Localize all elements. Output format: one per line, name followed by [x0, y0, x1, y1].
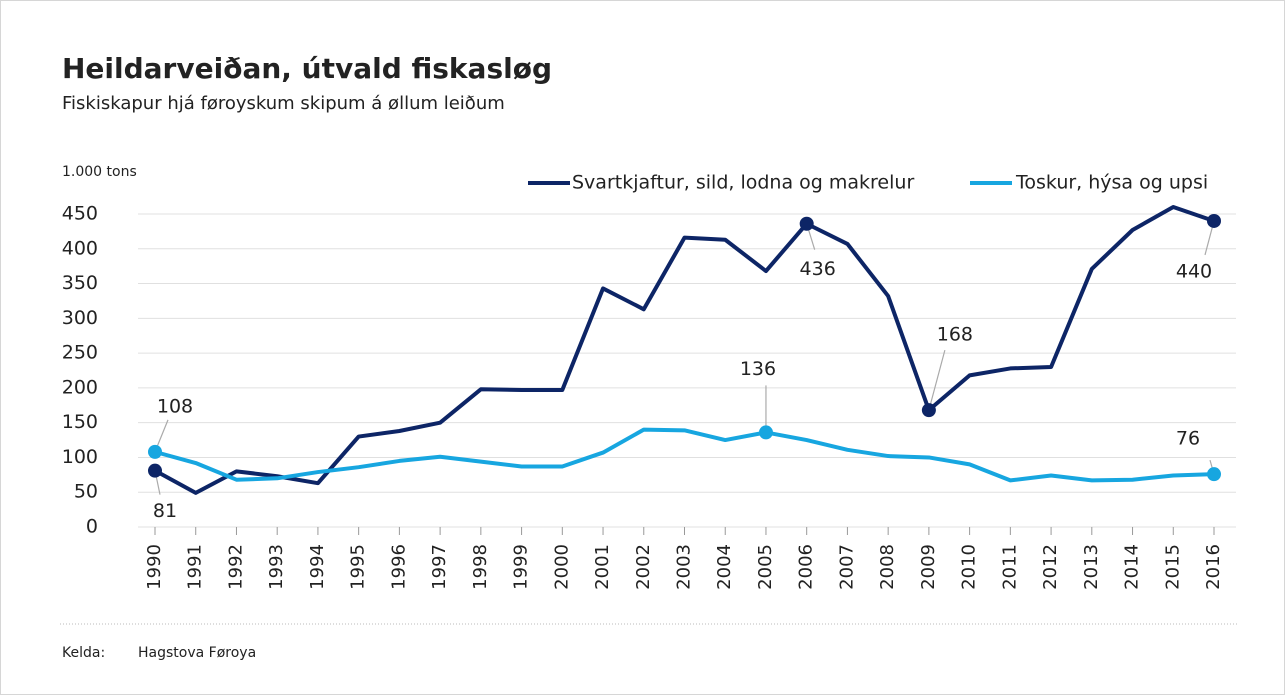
- x-tick-label: 2006: [796, 544, 817, 590]
- y-tick-label: 450: [62, 203, 98, 225]
- x-tick-label: 2012: [1040, 544, 1061, 590]
- x-tick-label: 2015: [1162, 544, 1183, 590]
- x-tick-label: 2013: [1081, 544, 1102, 590]
- x-tick-label: 1992: [225, 544, 246, 590]
- data-label: 436: [800, 258, 836, 280]
- x-tick-label: 1993: [266, 544, 287, 590]
- x-tick-label: 2009: [918, 544, 939, 590]
- x-tick-label: 1991: [185, 544, 206, 590]
- data-label: 76: [1176, 428, 1200, 450]
- y-tick-label: 150: [62, 411, 98, 433]
- x-tick-label: 1995: [348, 544, 369, 590]
- y-tick-label: 250: [62, 342, 98, 364]
- y-tick-label: 100: [62, 446, 98, 468]
- x-tick-label: 1996: [388, 544, 409, 590]
- x-tick-label: 2002: [633, 544, 654, 590]
- y-tick-label: 50: [74, 481, 98, 503]
- point-marker: [148, 444, 162, 459]
- data-label: 81: [153, 500, 177, 522]
- data-label: 108: [157, 395, 193, 417]
- point-marker: [921, 403, 936, 418]
- source-label: Kelda:: [62, 645, 105, 661]
- leader-line: [928, 349, 946, 411]
- x-tick-label: 2014: [1122, 544, 1143, 590]
- x-tick-label: 2010: [959, 544, 980, 590]
- x-tick-label: 1994: [307, 544, 328, 590]
- y-tick-label: 400: [62, 237, 98, 259]
- series-line: [154, 205, 1215, 495]
- x-tick-label: 1998: [470, 544, 491, 590]
- x-tick-label: 2011: [999, 544, 1020, 590]
- y-tick-label: 350: [62, 272, 98, 294]
- source: Hagstova Føroya: [138, 645, 256, 661]
- y-tick-label: 0: [86, 516, 98, 538]
- x-tick-label: 2008: [877, 544, 898, 590]
- data-label: 440: [1176, 260, 1212, 282]
- x-tick-label: 2001: [592, 544, 613, 590]
- x-tick-label: 2016: [1203, 544, 1224, 590]
- point-marker: [1207, 467, 1221, 482]
- chart-title: Heildarveiðan, útvald fiskasløg: [62, 52, 552, 85]
- x-tick-label: 2000: [551, 544, 572, 590]
- y-axis-label: 1.000 tons: [62, 164, 137, 180]
- y-tick-label: 300: [62, 307, 98, 329]
- point-marker: [1207, 213, 1221, 228]
- x-tick-label: 1999: [511, 544, 532, 590]
- data-label: 168: [937, 324, 973, 346]
- chart-subtitle: Fiskiskapur hjá føroyskum skipum á øllum…: [62, 93, 505, 114]
- data-label: 136: [740, 358, 776, 380]
- x-tick-label: 2005: [755, 544, 776, 590]
- x-tick-label: 2004: [714, 544, 735, 590]
- legend-label: Toskur, hýsa og upsi: [1015, 172, 1208, 194]
- x-tick-label: 2003: [674, 544, 695, 590]
- series-line: [154, 427, 1215, 483]
- x-tick-label: 1997: [429, 544, 450, 590]
- legend-label: Svartkjaftur, sild, lodna og makrelur: [572, 172, 914, 194]
- point-marker: [148, 463, 162, 478]
- x-tick-label: 2007: [836, 544, 857, 590]
- point-marker: [799, 216, 814, 231]
- x-tick-label: 1990: [144, 544, 165, 590]
- point-marker: [758, 425, 773, 440]
- y-tick-label: 200: [62, 376, 98, 398]
